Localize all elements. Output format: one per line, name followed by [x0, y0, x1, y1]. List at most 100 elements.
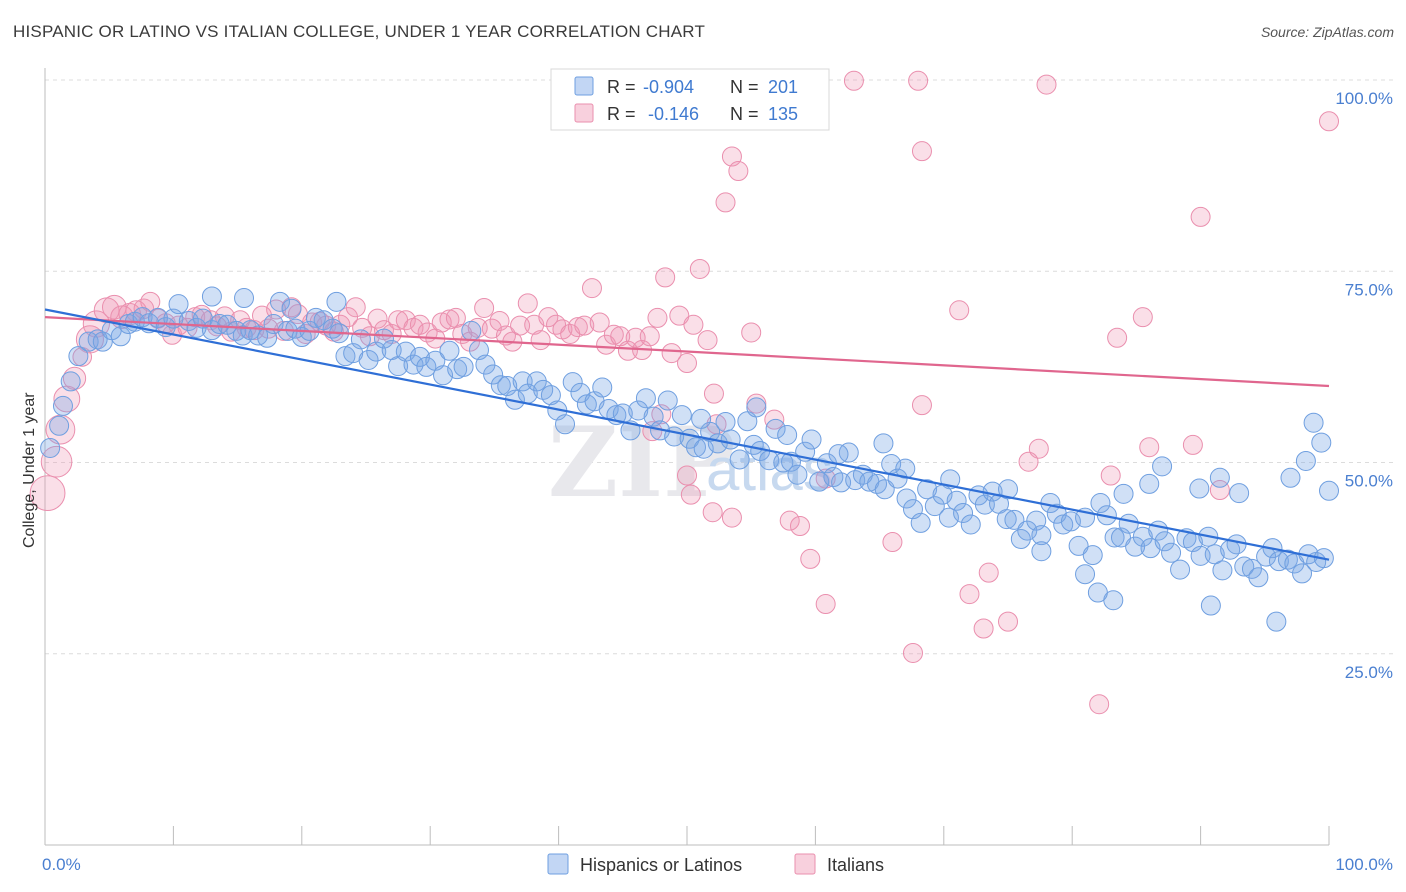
- hispanics-point: [787, 464, 808, 485]
- y-tick-label: 75.0%: [1345, 280, 1393, 299]
- italians-point: [574, 315, 595, 336]
- italians-point: [815, 594, 836, 615]
- hispanics-point: [873, 433, 894, 454]
- hispanics-point: [1280, 467, 1301, 488]
- chart-title: HISPANIC OR LATINO VS ITALIAN COLLEGE, U…: [13, 22, 706, 41]
- hispanics-point: [1200, 595, 1221, 616]
- y-tick-label: 25.0%: [1345, 663, 1393, 682]
- italians-point: [345, 297, 366, 318]
- legend-box: [550, 68, 830, 131]
- hispanics-point: [281, 298, 302, 319]
- hispanics-point: [874, 479, 895, 500]
- italians-point: [1107, 327, 1128, 348]
- bottom-legend: Hispanics or Latinos Italians: [547, 853, 884, 875]
- hispanics-point: [953, 502, 974, 523]
- hispanics-point: [326, 291, 347, 312]
- hispanics-point: [526, 371, 547, 392]
- hispanics-point: [373, 328, 394, 349]
- italians-point: [603, 324, 624, 345]
- hispanics-point: [781, 451, 802, 472]
- italians-point: [789, 515, 810, 536]
- hispanics-point: [628, 400, 649, 421]
- bottom-legend-italians: Italians: [827, 855, 884, 875]
- hispanics-point: [715, 411, 736, 432]
- hispanics-point: [946, 490, 967, 511]
- hispanics-point: [1154, 531, 1175, 552]
- hispanics-point: [87, 329, 108, 350]
- italians-point: [683, 314, 704, 335]
- hispanics-point: [1031, 541, 1052, 562]
- italians-point: [1100, 465, 1121, 486]
- italians-point: [911, 141, 932, 162]
- bottom-legend-swatch-blue: [547, 853, 569, 875]
- hispanics-point: [828, 444, 849, 465]
- italians-point: [338, 307, 359, 328]
- hispanics-point: [917, 479, 938, 500]
- hispanics-point: [234, 288, 255, 309]
- italians-point: [655, 267, 676, 288]
- legend-n-label-2: N =: [730, 104, 759, 124]
- hispanics-point: [366, 341, 387, 362]
- italians-point: [589, 312, 610, 333]
- legend-n-label-1: N =: [730, 77, 759, 97]
- italians-point: [1036, 74, 1057, 95]
- hispanics-point: [974, 494, 995, 515]
- grid-lines: [45, 79, 1394, 655]
- italians-point: [567, 317, 588, 338]
- hispanics-point: [896, 488, 917, 509]
- hispanics-point: [1226, 534, 1247, 555]
- hispanics-point: [1212, 560, 1233, 581]
- italians-point: [439, 309, 460, 330]
- x-tick-label: 0.0%: [42, 855, 81, 874]
- hispanics-point: [657, 390, 678, 411]
- hispanics-point: [453, 356, 474, 377]
- italians-point: [843, 70, 864, 91]
- italians-point: [697, 330, 718, 351]
- hispanics-point: [60, 371, 81, 392]
- hispanics-point: [1292, 563, 1313, 584]
- hispanics-point: [52, 395, 73, 416]
- bottom-legend-swatch-pink: [794, 853, 816, 875]
- hispanics-point: [576, 394, 597, 415]
- italians-point: [29, 475, 66, 512]
- italians-point: [517, 293, 538, 314]
- legend-r-value-1: -0.904: [643, 77, 694, 97]
- legend-swatch-blue: [574, 76, 594, 96]
- y-tick-labels: 25.0% 50.0% 75.0% 100.0%: [1335, 89, 1393, 682]
- hispanics-point: [1139, 473, 1160, 494]
- hispanics-point: [461, 320, 482, 341]
- italians-point: [949, 300, 970, 321]
- italians-point: [1132, 307, 1153, 328]
- hispanics-point: [40, 437, 61, 458]
- hispanics-point: [49, 415, 70, 436]
- hispanics-point: [1277, 549, 1298, 570]
- hispanics-point: [439, 340, 460, 361]
- hispanics-point: [801, 429, 822, 450]
- hispanics-point: [960, 514, 981, 535]
- hispanics-points: [40, 286, 1339, 632]
- italians-point: [902, 642, 923, 663]
- hispanics-point: [1010, 529, 1031, 549]
- hispanics-point: [685, 437, 706, 458]
- italians-point: [409, 314, 430, 335]
- italians-point: [973, 618, 994, 639]
- hispanics-point: [540, 385, 561, 406]
- hispanics-point: [996, 509, 1017, 530]
- hispanics-point: [335, 346, 356, 367]
- hispanics-point: [746, 397, 767, 418]
- hispanics-point: [620, 420, 641, 441]
- hispanics-point: [729, 449, 750, 470]
- hispanics-point: [1082, 545, 1103, 566]
- hispanics-point: [168, 294, 189, 315]
- italians-point: [800, 548, 821, 569]
- bottom-legend-hispanics: Hispanics or Latinos: [580, 855, 742, 875]
- hispanics-point: [475, 354, 496, 375]
- y-axis-label: College, Under 1 year: [21, 392, 38, 548]
- hispanics-point: [409, 346, 430, 367]
- italians-point: [741, 322, 762, 343]
- italians-points: [29, 70, 1339, 715]
- italians-point: [721, 507, 742, 528]
- hispanics-point: [1209, 467, 1230, 488]
- hispanics-point: [1113, 483, 1134, 504]
- hispanics-point: [1170, 559, 1191, 580]
